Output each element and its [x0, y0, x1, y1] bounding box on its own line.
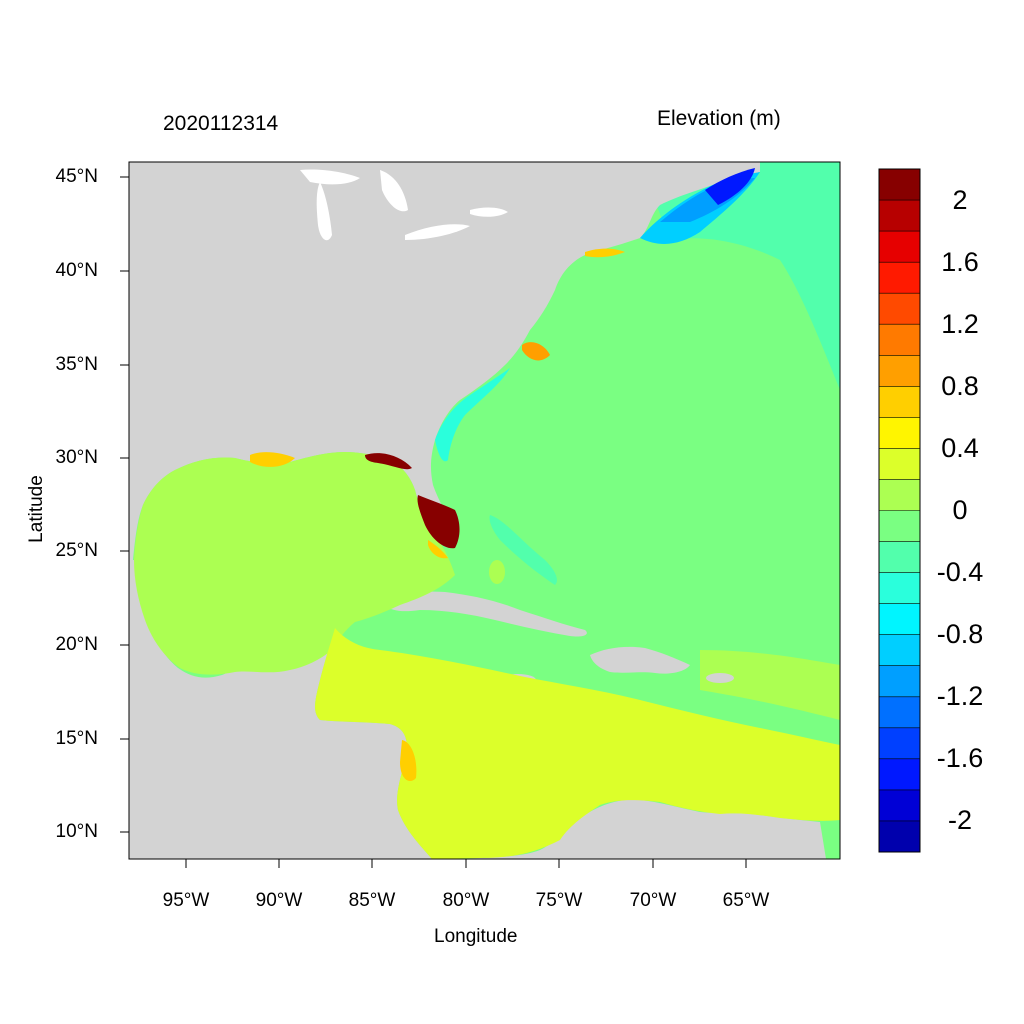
caribbean-sea	[315, 628, 840, 859]
colorbar-label: -0.4	[936, 557, 984, 587]
lat-tick-label: 25°N	[55, 540, 98, 561]
great-bahama-bank	[489, 560, 505, 584]
land-cuba	[385, 591, 587, 637]
florida-gulf-coast-surge	[365, 453, 412, 470]
east-caribbean-region	[700, 650, 840, 720]
colorbar-swatch	[879, 200, 920, 232]
bay-of-fundy	[705, 168, 755, 205]
lon-tick-label: 90°W	[255, 890, 303, 911]
colorbar-swatch	[879, 355, 920, 387]
florida-surge	[417, 495, 460, 549]
land-puerto-rico	[706, 673, 734, 683]
x-axis-title: Longitude	[434, 926, 518, 947]
colorbar-swatch	[879, 696, 920, 729]
colorbar-swatch	[879, 634, 920, 667]
lat-tick-label: 35°N	[55, 354, 98, 375]
lon-tick-label: 65°W	[722, 890, 770, 911]
colorbar-frame	[878, 168, 921, 853]
colorbar-swatch	[879, 386, 920, 418]
colorbar	[879, 169, 920, 853]
colorbar-label: -1.6	[936, 743, 984, 773]
colorbar-swatch	[879, 510, 920, 542]
lon-tick-label: 70°W	[629, 890, 677, 911]
map-plot-area	[129, 162, 840, 859]
lon-tick-label: 95°W	[162, 890, 210, 911]
colorbar-label: 1.6	[941, 247, 979, 277]
colorbar-swatch	[879, 665, 920, 698]
colorbar-swatch	[879, 293, 920, 325]
long-island-surge	[585, 248, 625, 258]
pamlico-surge	[522, 342, 550, 361]
colorbar-swatch	[879, 541, 920, 573]
colorbar-swatch	[879, 603, 920, 635]
map-frame	[128, 161, 841, 860]
florida-bay-positive	[428, 540, 448, 559]
colorbar-label: -0.8	[936, 619, 984, 649]
lake-huron	[380, 170, 408, 212]
lat-tick-label: 15°N	[55, 728, 98, 749]
lat-tick-label: 40°N	[55, 260, 98, 281]
timestamp-label: 2020112314	[163, 112, 279, 135]
lake-ontario	[470, 207, 508, 217]
colorbar-swatch	[879, 231, 920, 263]
variable-label: Elevation (m)	[657, 107, 781, 130]
lat-tick-label: 20°N	[55, 634, 98, 655]
lon-tick-label: 80°W	[442, 890, 490, 911]
lon-tick-label: 85°W	[348, 890, 396, 911]
colorbar-swatch	[879, 324, 920, 356]
colorbar-label: -2	[947, 805, 972, 835]
y-axis-ticks	[120, 176, 129, 833]
colorbar-label: -1.2	[936, 681, 984, 711]
colorbar-swatch	[879, 448, 920, 480]
colorbar-swatch	[879, 789, 920, 822]
south-atlantic-bight	[435, 368, 510, 462]
gulf-of-mexico	[134, 452, 455, 675]
land-mexico-central-america	[129, 560, 432, 859]
colorbar-swatch	[879, 262, 920, 294]
bahamas-banks	[489, 515, 557, 585]
x-axis-ticks	[185, 859, 747, 868]
lake-michigan	[316, 182, 332, 241]
colorbar-swatch	[879, 169, 920, 201]
colorbar-swatch	[879, 820, 920, 853]
lake-superior	[300, 169, 360, 185]
colorbar-label: 0.4	[941, 433, 979, 463]
y-axis-title: Latitude	[26, 475, 47, 543]
lake-erie	[405, 224, 470, 240]
lat-tick-label: 45°N	[55, 166, 98, 187]
land-south-america	[440, 799, 826, 859]
colorbar-swatch	[879, 417, 920, 449]
colorbar-label: 2	[952, 185, 968, 215]
colorbar-swatch	[879, 758, 920, 791]
lat-tick-label: 30°N	[55, 447, 98, 468]
lat-tick-label: 10°N	[55, 821, 98, 842]
colorbar-label: 1.2	[941, 309, 979, 339]
lon-tick-label: 75°W	[535, 890, 583, 911]
colorbar-swatch	[879, 727, 920, 760]
land-hispaniola	[590, 646, 690, 674]
nicaragua-coast-surge	[400, 740, 417, 782]
colorbar-swatch	[879, 572, 920, 604]
colorbar-label: 0	[952, 495, 968, 525]
colorbar-label: 0.8	[941, 371, 979, 401]
colorbar-swatch	[879, 479, 920, 511]
louisiana-surge	[250, 452, 295, 467]
